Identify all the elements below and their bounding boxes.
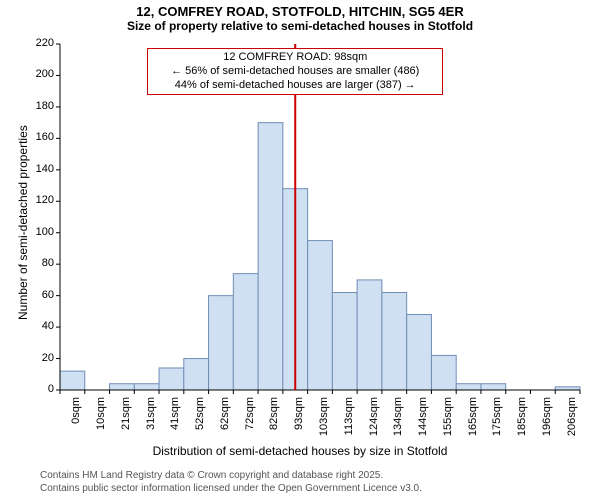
annotation-line3: 44% of semi-detached houses are larger (… bbox=[152, 79, 438, 93]
plot-area bbox=[60, 44, 580, 390]
histogram-bar bbox=[481, 384, 506, 390]
annotation-line2: ← 56% of semi-detached houses are smalle… bbox=[152, 65, 438, 79]
histogram-bar bbox=[456, 384, 481, 390]
x-tick-label: 82sqm bbox=[268, 397, 280, 447]
x-tick-label: 93sqm bbox=[293, 397, 305, 447]
y-tick-label: 160 bbox=[36, 131, 54, 143]
histogram-bar bbox=[159, 368, 184, 390]
histogram-bar bbox=[407, 315, 432, 390]
chart-title-block: 12, COMFREY ROAD, STOTFOLD, HITCHIN, SG5… bbox=[0, 4, 600, 33]
x-tick-label: 10sqm bbox=[95, 397, 107, 447]
y-tick-label: 100 bbox=[36, 226, 54, 238]
x-tick-label: 72sqm bbox=[244, 397, 256, 447]
histogram-bar bbox=[308, 241, 333, 390]
histogram-bar bbox=[332, 292, 357, 390]
footer-line2: Contains public sector information licen… bbox=[40, 483, 422, 494]
histogram-bar bbox=[134, 384, 159, 390]
y-tick-label: 20 bbox=[42, 352, 54, 364]
x-axis-label: Distribution of semi-detached houses by … bbox=[0, 444, 600, 458]
y-tick-label: 200 bbox=[36, 68, 54, 80]
x-tick-label: 144sqm bbox=[417, 397, 429, 447]
y-tick-label: 120 bbox=[36, 194, 54, 206]
histogram-bar bbox=[382, 292, 407, 390]
x-tick-label: 134sqm bbox=[392, 397, 404, 447]
x-tick-label: 41sqm bbox=[169, 397, 181, 447]
y-tick-label: 0 bbox=[48, 383, 54, 395]
annotation-box: 12 COMFREY ROAD: 98sqm ← 56% of semi-det… bbox=[147, 48, 443, 95]
y-tick-label: 140 bbox=[36, 163, 54, 175]
histogram-bar bbox=[258, 123, 283, 390]
y-tick-label: 60 bbox=[42, 289, 54, 301]
histogram-bar bbox=[110, 384, 135, 390]
chart-container: 12, COMFREY ROAD, STOTFOLD, HITCHIN, SG5… bbox=[0, 0, 600, 500]
histogram-bar bbox=[209, 296, 234, 390]
histogram-bar bbox=[184, 359, 209, 390]
x-tick-label: 52sqm bbox=[194, 397, 206, 447]
x-tick-label: 206sqm bbox=[566, 397, 578, 447]
chart-title-line2: Size of property relative to semi-detach… bbox=[0, 19, 600, 33]
x-tick-label: 175sqm bbox=[491, 397, 503, 447]
x-tick-label: 31sqm bbox=[145, 397, 157, 447]
x-tick-label: 185sqm bbox=[516, 397, 528, 447]
y-axis-label: Number of semi-detached properties bbox=[16, 125, 30, 320]
x-tick-label: 103sqm bbox=[318, 397, 330, 447]
y-tick-label: 180 bbox=[36, 100, 54, 112]
x-tick-label: 62sqm bbox=[219, 397, 231, 447]
x-tick-label: 124sqm bbox=[368, 397, 380, 447]
x-tick-label: 165sqm bbox=[467, 397, 479, 447]
histogram-bar bbox=[357, 280, 382, 390]
x-tick-label: 0sqm bbox=[70, 397, 82, 447]
histogram-bar bbox=[233, 274, 258, 390]
x-tick-label: 196sqm bbox=[541, 397, 553, 447]
x-tick-label: 113sqm bbox=[343, 397, 355, 447]
histogram-bar bbox=[431, 355, 456, 390]
x-tick-label: 155sqm bbox=[442, 397, 454, 447]
histogram-bar bbox=[60, 371, 85, 390]
chart-title-line1: 12, COMFREY ROAD, STOTFOLD, HITCHIN, SG5… bbox=[0, 4, 600, 19]
annotation-line1: 12 COMFREY ROAD: 98sqm bbox=[152, 51, 438, 65]
y-tick-label: 40 bbox=[42, 320, 54, 332]
x-tick-label: 21sqm bbox=[120, 397, 132, 447]
footer-line1: Contains HM Land Registry data © Crown c… bbox=[40, 470, 383, 481]
y-tick-label: 220 bbox=[36, 37, 54, 49]
y-tick-label: 80 bbox=[42, 257, 54, 269]
